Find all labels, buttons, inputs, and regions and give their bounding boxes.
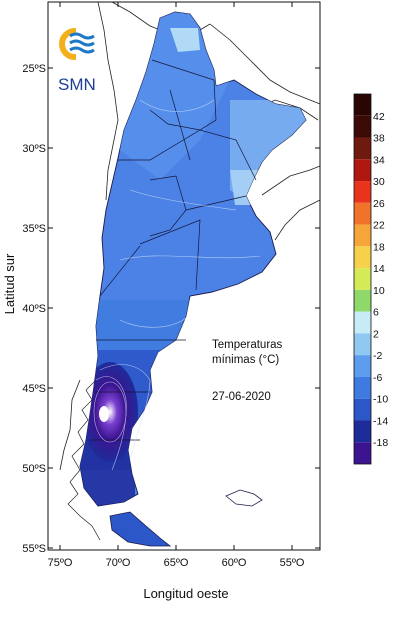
annotation-date: 27-06-2020: [212, 391, 271, 403]
legend-swatch: [354, 420, 371, 443]
lat-tick-label: 30ºS: [22, 143, 46, 155]
legend-swatch: [354, 376, 371, 399]
legend-label: 14: [373, 263, 385, 275]
legend-swatch: [354, 202, 371, 225]
legend-label: -10: [373, 394, 388, 406]
chile-coast: [67, 379, 101, 541]
lon-tick-label: 70ºO: [106, 557, 131, 569]
temperature-legend: 42 38 34 30 26 22 18 14 10 6 2 -2 -6 -10 -14 -18: [353, 93, 388, 465]
isotherms: [93, 99, 261, 471]
legend-label: -14: [373, 415, 388, 427]
legend-swatch: [354, 289, 371, 312]
lat-tick-label: 25ºS: [22, 63, 46, 75]
lon-tick-label: 65ºO: [164, 557, 189, 569]
tierra-del-fuego: [109, 511, 172, 547]
legend-swatch: [354, 246, 371, 269]
legend-label: 34: [373, 154, 385, 166]
legend-swatch: [354, 159, 371, 182]
lon-tick-label: 75ºO: [48, 557, 73, 569]
legend-label: -18: [373, 437, 388, 449]
legend-label: 42: [373, 111, 385, 123]
legend-label: -6: [373, 372, 382, 384]
annotation-title-line2: mínimas (°C): [212, 354, 279, 366]
lat-tick-label: 50ºS: [22, 463, 46, 475]
logo-text: SMN: [58, 75, 96, 94]
legend-swatch: [354, 398, 371, 421]
x-axis-title: Longitud oeste: [143, 586, 228, 601]
province-borders: [90, 59, 257, 441]
legend-swatch: [354, 333, 371, 356]
lon-tick-label: 55ºO: [280, 557, 305, 569]
latitude-ticks: 25ºS 30ºS 35ºS 40ºS 45ºS 50ºS 55ºS: [22, 63, 320, 555]
legend-swatch: [354, 181, 371, 203]
legend-swatch: [354, 442, 371, 464]
legend-label: 2: [373, 328, 379, 340]
legend-swatch-top: [354, 94, 371, 116]
logo-waves-icon: [69, 32, 95, 54]
legend-swatch: [354, 311, 371, 334]
legend-label: 38: [373, 133, 385, 145]
legend-swatch: [354, 137, 371, 160]
legend-swatch: [354, 224, 371, 247]
legend-label: 6: [373, 307, 379, 319]
legend-swatch: [354, 115, 371, 138]
legend-swatch: [354, 268, 371, 290]
lat-tick-label: 40ºS: [22, 303, 46, 315]
legend-label: 18: [373, 241, 385, 253]
legend-swatch: [354, 355, 371, 377]
legend-label: 30: [373, 176, 385, 188]
lat-tick-label: 35ºS: [22, 223, 46, 235]
lon-tick-label: 60ºO: [222, 557, 247, 569]
legend-label: -2: [373, 350, 382, 362]
islands: [109, 489, 263, 547]
legend-label: 10: [373, 285, 385, 297]
longitude-ticks: 75ºO 70ºO 65ºO 60ºO 55ºO: [48, 2, 305, 569]
annotation-title-line1: Temperaturas: [212, 339, 283, 351]
lat-tick-label: 45ºS: [22, 383, 46, 395]
legend-label: 26: [373, 198, 385, 210]
y-axis-title: Latitud sur: [2, 253, 17, 314]
islas-malvinas: [225, 489, 263, 507]
legend-frame: [353, 93, 372, 465]
lat-tick-label: 55ºS: [22, 543, 46, 555]
smn-logo: SMN: [58, 28, 96, 94]
legend-label: 22: [373, 220, 385, 232]
